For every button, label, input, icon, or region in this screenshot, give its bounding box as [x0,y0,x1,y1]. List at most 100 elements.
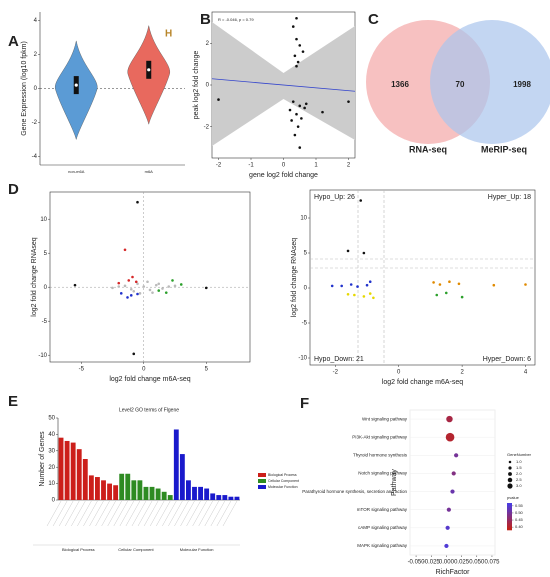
annotation: R = -0.046, p = 0.79 [218,17,254,22]
point [157,282,161,286]
point [340,284,343,288]
x-tick-label: 2 [460,370,464,376]
x-axis-label: log2 fold change m6A-seq [109,376,190,383]
point [126,296,129,299]
x-tick-label: 5 [205,367,209,373]
y-tick-label: 5 [304,251,308,257]
y-tick-label: 50 [48,416,55,422]
colorbar-step [507,516,512,520]
category-leader [131,500,147,527]
bar [137,480,143,500]
point [157,289,161,292]
x-tick-label: 0.000 [439,560,455,566]
category-leader [198,500,213,527]
category-leader [77,500,92,527]
legend-title: pvalue [507,495,520,500]
dot [451,471,456,476]
set-label: MeRIP-seq [481,144,527,154]
category-leader [168,500,183,527]
quadrant-label: Hypo_Up: 26 [314,194,355,201]
category-leader [162,500,177,527]
bar [125,473,131,500]
category-label: PI3K-Akt signaling pathway [352,434,408,439]
point [129,287,133,291]
x-tick-label: 0.050 [469,560,485,566]
point [359,199,363,202]
y-tick-label: -5 [302,321,308,327]
bar [95,477,100,500]
point [321,110,324,114]
size-key [508,460,512,464]
bar [70,442,76,500]
x-tick-label: -0.025 [423,560,441,566]
point [293,54,297,58]
category-leader [222,500,238,527]
point [448,280,451,284]
dot [454,453,459,458]
point [123,284,127,288]
point [362,295,366,298]
plot-bg [409,409,496,556]
category-leader [71,500,86,527]
colorbar-step [507,525,512,529]
size-key [508,466,512,470]
colorbar-step [507,521,512,524]
point [146,280,149,284]
point [164,291,168,294]
y-tick-label: -2 [204,124,210,130]
colorbar-step [507,527,512,531]
x-tick-label: 0.075 [484,560,500,566]
point [460,295,464,299]
set-circle [430,20,550,144]
category-label: mTOR signaling pathway [357,507,408,512]
colorbar-step [507,505,512,508]
point [524,283,527,286]
median [74,83,78,87]
point [142,285,146,288]
bar [204,488,210,500]
point [372,296,375,300]
colorbar-label: 0.55 [515,503,524,508]
size-key-label: 2.5 [516,477,522,482]
x-tick-label: -0.050 [408,560,426,566]
y-tick-label: 2 [206,41,210,47]
x-tick-label: -2 [333,370,339,376]
y-tick-label: 10 [40,217,47,223]
panel-letter: E [8,393,18,410]
bar [192,486,197,500]
point [296,125,300,129]
point [435,293,439,297]
category-leader [101,500,116,527]
point [296,60,300,64]
legend-label: Molecular Function [268,485,298,489]
size-key-label: 2.0 [516,471,522,476]
y-tick-label: -10 [298,356,307,362]
category-label: cAMP signaling pathway [358,525,408,530]
chart-title: Level2 GO terms of Flgene [119,407,179,413]
quadrant-label: Hyper_Down: 6 [483,356,531,363]
group-label: Molecular Function [180,547,214,552]
category-leader [65,500,80,527]
point [167,285,171,288]
bar [161,491,167,500]
y-tick-label: 0 [304,286,308,292]
dot [445,525,450,530]
point [362,251,366,255]
point [457,282,461,286]
category-label: Wnt signaling pathway [362,416,408,421]
quadrant-label: Hypo_Down: 21 [314,356,364,363]
bar [131,480,137,500]
point [295,64,298,68]
size-key [507,483,513,489]
point [365,283,369,287]
category-leader [89,500,104,527]
y-tick-label: 0 [52,498,56,504]
colorbar-step [507,518,512,522]
x-tick-label: 1 [314,163,318,169]
confidence-band [212,22,355,146]
bar [58,437,64,500]
category-leader [192,500,207,527]
point [73,283,77,287]
point [154,283,158,287]
point [293,133,297,137]
